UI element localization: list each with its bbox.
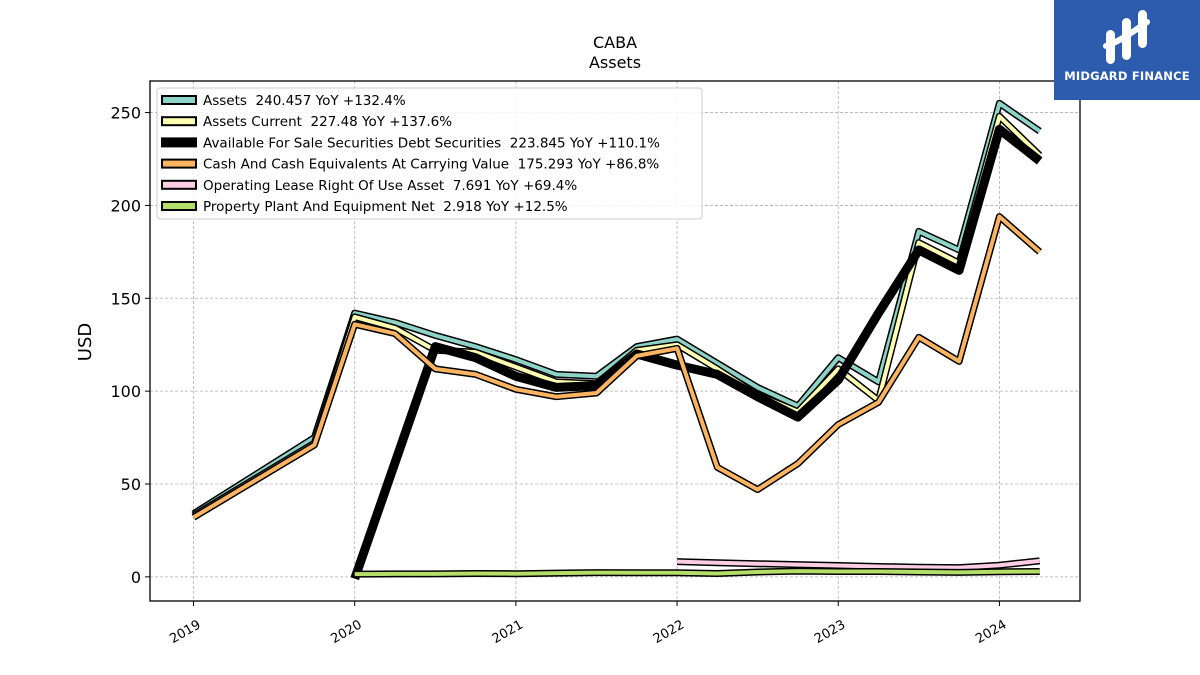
x-tick-label: 2021 (490, 617, 526, 647)
legend-item: Operating Lease Right Of Use Asset 7.691… (161, 178, 577, 194)
x-tick-label: 2024 (973, 617, 1009, 647)
y-tick-label: 0 (131, 568, 141, 587)
legend-label: Available For Sale Securities Debt Secur… (203, 135, 660, 151)
legend-label: Assets Current 227.48 YoY +137.6% (203, 114, 452, 130)
x-tick-label: 2023 (812, 617, 848, 647)
legend: Assets 240.457 YoY +132.4% Assets Current… (156, 87, 703, 220)
x-tick-label: 2019 (167, 617, 203, 647)
legend-label: Cash And Cash Equivalents At Carrying Va… (203, 157, 659, 173)
chart-title: CABA (593, 33, 637, 52)
midgard-logo-icon (1103, 10, 1150, 64)
legend-swatch (161, 116, 197, 127)
chart-subtitle: Assets (589, 53, 641, 72)
legend-item: Assets Current 227.48 YoY +137.6% (161, 114, 452, 130)
legend-item: Cash And Cash Equivalents At Carrying Va… (161, 157, 659, 173)
y-tick-label: 200 (110, 196, 141, 215)
legend-item: Property Plant And Equipment Net 2.918 Y… (161, 199, 568, 215)
y-tick-label: 100 (110, 382, 141, 401)
legend-item: Assets 240.457 YoY +132.4% (161, 93, 406, 109)
legend-label: Assets 240.457 YoY +132.4% (203, 93, 406, 109)
y-tick-label: 150 (110, 289, 141, 308)
series-layer (191, 99, 1043, 581)
y-tick-label: 50 (121, 475, 141, 494)
brand-name: MIDGARD FINANCE (1064, 69, 1190, 83)
legend-swatch (161, 95, 197, 105)
series-3 (191, 213, 1043, 521)
series-line (677, 558, 1040, 570)
legend-swatch (161, 201, 197, 211)
series-line (354, 569, 1040, 577)
legend-swatch (161, 158, 197, 169)
x-tick-label: 2022 (651, 617, 687, 647)
series-line (350, 124, 1043, 581)
brand-logo: MIDGARD FINANCE (1054, 0, 1200, 100)
legend-swatch (161, 137, 197, 148)
legend-box (156, 87, 703, 220)
legend-item: Available For Sale Securities Debt Secur… (161, 135, 660, 151)
y-axis-label: USD (75, 323, 96, 361)
y-axis: 0 50 100 150 200 250 (110, 104, 150, 587)
series-2 (350, 124, 1043, 581)
x-axis: 2019 2020 2021 2022 2023 2024 (167, 601, 1009, 647)
plot-frame (149, 80, 1081, 602)
legend-label: Operating Lease Right Of Use Asset 7.691… (203, 178, 577, 194)
series-line (192, 214, 1042, 520)
series-5 (354, 567, 1040, 578)
y-tick-label: 250 (110, 104, 141, 123)
x-tick-label: 2020 (329, 617, 365, 647)
legend-swatch (161, 179, 197, 190)
series-4 (677, 557, 1041, 572)
series-line (192, 114, 1042, 518)
legend-label: Property Plant And Equipment Net 2.918 Y… (203, 199, 568, 215)
series-1 (191, 112, 1043, 519)
